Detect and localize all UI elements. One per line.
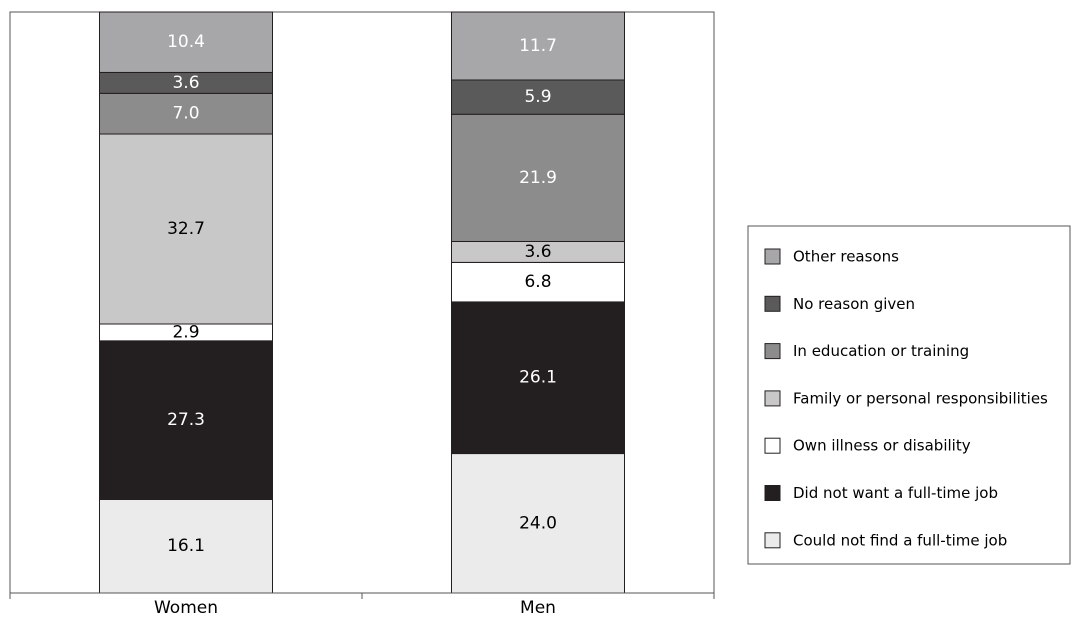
legend-swatch-other-reasons <box>764 248 781 265</box>
legend-label-own-illness-or-disability: Own illness or disability <box>793 437 971 455</box>
data-label-men-could-not-find-a-full-time-job: 24.0 <box>519 513 557 533</box>
data-label-women-family-or-personal-responsibilities: 32.7 <box>167 219 205 239</box>
data-label-men-no-reason-given: 5.9 <box>524 87 551 107</box>
bars-layer: 16.1 27.3 2.9 32.7 7.0 3.6 10.4 24.0 26.1 6.8 3.6 2… <box>99 11 625 594</box>
legend-swatch-in-education-or-training <box>764 343 781 360</box>
data-label-women-other-reasons: 10.4 <box>167 32 205 52</box>
x-axis: Women Men <box>9 592 715 618</box>
bar-segment-men-no-reason-given <box>451 79 625 115</box>
data-label-women-did-not-want-a-full-time-job: 27.3 <box>167 410 205 430</box>
legend-label-in-education-or-training: In education or training <box>793 342 969 360</box>
data-label-men-own-illness-or-disability: 6.8 <box>524 272 551 292</box>
legend-label-no-reason-given: No reason given <box>793 295 915 313</box>
bar-segment-men-other-reasons <box>451 11 625 81</box>
bar-segment-women-family-or-personal-responsibilities <box>99 133 273 325</box>
data-label-men-family-or-personal-responsibilities: 3.6 <box>524 242 551 262</box>
legend-swatch-could-not-find-a-full-time-job <box>764 532 781 549</box>
data-label-men-other-reasons: 11.7 <box>519 36 557 56</box>
legend-label-did-not-want-a-full-time-job: Did not want a full-time job <box>793 484 998 502</box>
bar-segment-men-did-not-want-a-full-time-job <box>451 301 625 455</box>
data-label-men-in-education-or-training: 21.9 <box>519 168 557 188</box>
bar-segment-women-other-reasons <box>99 11 273 73</box>
bar-segment-men-could-not-find-a-full-time-job <box>451 453 625 594</box>
x-tick-label-women: Women <box>154 598 218 618</box>
data-label-women-no-reason-given: 3.6 <box>172 73 199 93</box>
x-tick-label-men: Men <box>520 598 556 618</box>
legend-swatch-own-illness-or-disability <box>764 437 781 454</box>
legend: Other reasons No reason given In education… <box>747 225 1071 565</box>
bar-segment-women-in-education-or-training <box>99 92 273 135</box>
legend-label-other-reasons: Other reasons <box>793 248 899 266</box>
bar-segment-men-own-illness-or-disability <box>451 261 625 303</box>
legend-label-family-or-personal-responsibilities: Family or personal responsibilities <box>793 389 1048 407</box>
legend-swatch-family-or-personal-responsibilities <box>764 390 781 407</box>
data-label-men-did-not-want-a-full-time-job: 26.1 <box>519 368 557 388</box>
legend-swatch-no-reason-given <box>764 295 781 312</box>
data-label-women-own-illness-or-disability: 2.9 <box>172 322 199 342</box>
bar-segment-women-could-not-find-a-full-time-job <box>99 498 273 594</box>
data-label-women-could-not-find-a-full-time-job: 16.1 <box>167 536 205 556</box>
legend-swatch-did-not-want-a-full-time-job <box>764 485 781 501</box>
legend-label-could-not-find-a-full-time-job: Could not find a full-time job <box>793 531 1007 549</box>
legend-frame <box>747 225 1071 565</box>
bar-segment-women-did-not-want-a-full-time-job <box>99 340 273 500</box>
data-label-women-in-education-or-training: 7.0 <box>172 104 199 124</box>
